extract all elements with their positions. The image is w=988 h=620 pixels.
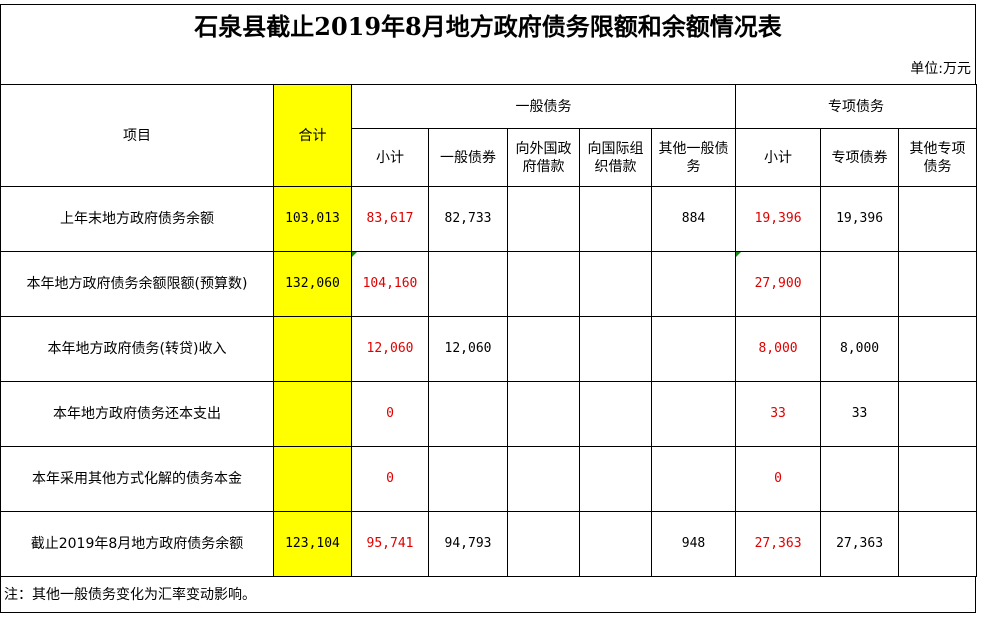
- header-sp-bonds[interactable]: 专项债券: [820, 128, 900, 187]
- cell-sp-subtotal[interactable]: 33: [735, 381, 822, 447]
- header-general-group[interactable]: 一般债务: [350, 84, 737, 129]
- cell-gen-foreign-gov[interactable]: [507, 251, 580, 317]
- header-sp-other[interactable]: 其他专项债务: [898, 128, 978, 187]
- footnote[interactable]: 注：其他一般债务变化为汇率变动影响。: [0, 577, 976, 613]
- cell-gen-subtotal[interactable]: 0: [351, 446, 429, 512]
- table-row: 本年采用其他方式化解的债务本金 0 0: [0, 446, 978, 512]
- header-gen-other[interactable]: 其他一般债务: [650, 128, 737, 187]
- cell-gen-intl-org[interactable]: [579, 446, 652, 512]
- header-total[interactable]: 合计: [273, 84, 352, 187]
- cell-gen-intl-org[interactable]: [579, 186, 652, 252]
- cell-gen-other[interactable]: [650, 251, 737, 317]
- cell-sp-other[interactable]: [898, 381, 978, 447]
- table-row: 截止2019年8月地方政府债务余额 123,104 95,741 94,793 …: [0, 511, 978, 577]
- header-special-group[interactable]: 专项债务: [735, 84, 978, 129]
- header-item[interactable]: 项目: [0, 84, 274, 187]
- cell-gen-subtotal[interactable]: 95,741: [351, 511, 429, 577]
- header-gen-intl-org[interactable]: 向国际组织借款: [579, 128, 652, 187]
- cell-sp-other[interactable]: [898, 511, 978, 577]
- cell-total[interactable]: [273, 446, 352, 512]
- unit-row: 单位:万元: [0, 48, 976, 84]
- cell-gen-foreign-gov[interactable]: [507, 446, 580, 512]
- cell-sp-other[interactable]: [898, 186, 978, 252]
- row-label[interactable]: 上年末地方政府债务余额: [0, 186, 274, 252]
- cell-total[interactable]: [273, 316, 352, 382]
- cell-sp-bonds[interactable]: 8,000: [820, 316, 900, 382]
- row-label[interactable]: 本年采用其他方式化解的债务本金: [0, 446, 274, 512]
- row-label[interactable]: 本年地方政府债务还本支出: [0, 381, 274, 447]
- row-label[interactable]: 截止2019年8月地方政府债务余额: [0, 511, 274, 577]
- cell-gen-bonds[interactable]: [428, 381, 508, 447]
- cell-gen-subtotal[interactable]: 0: [351, 381, 429, 447]
- cell-total[interactable]: 103,013: [273, 186, 352, 252]
- cell-sp-subtotal[interactable]: 0: [735, 446, 822, 512]
- cell-gen-bonds[interactable]: 82,733: [428, 186, 508, 252]
- cell-sp-bonds[interactable]: 19,396: [820, 186, 900, 252]
- row-label[interactable]: 本年地方政府债务余额限额(预算数): [0, 251, 274, 317]
- header-gen-subtotal[interactable]: 小计: [351, 128, 429, 187]
- cell-gen-subtotal[interactable]: 104,160: [351, 251, 429, 317]
- cell-gen-intl-org[interactable]: [579, 381, 652, 447]
- cell-sp-bonds[interactable]: 33: [820, 381, 900, 447]
- cell-total[interactable]: [273, 381, 352, 447]
- cell-sp-subtotal[interactable]: 8,000: [735, 316, 822, 382]
- cell-sp-subtotal[interactable]: 27,363: [735, 511, 822, 577]
- cell-gen-bonds[interactable]: 94,793: [428, 511, 508, 577]
- cell-gen-other[interactable]: [650, 381, 737, 447]
- table-row: 本年地方政府债务还本支出 0 33 33: [0, 381, 978, 447]
- unit-label: 单位:万元: [910, 61, 971, 77]
- cell-gen-other[interactable]: [650, 446, 737, 512]
- table-row: 本年地方政府债务(转贷)收入 12,060 12,060 8,000 8,000: [0, 316, 978, 382]
- cell-sp-bonds[interactable]: [820, 251, 900, 317]
- cell-gen-foreign-gov[interactable]: [507, 381, 580, 447]
- cell-sp-other[interactable]: [898, 251, 978, 317]
- cell-gen-other[interactable]: 948: [650, 511, 737, 577]
- sheet-title: 石泉县截止2019年8月地方政府债务限额和余额情况表: [0, 4, 976, 48]
- cell-sp-bonds[interactable]: 27,363: [820, 511, 900, 577]
- header-gen-foreign-gov[interactable]: 向外国政府借款: [507, 128, 580, 187]
- table-row: 上年末地方政府债务余额 103,013 83,617 82,733 884 19…: [0, 186, 978, 252]
- cell-gen-other[interactable]: [650, 316, 737, 382]
- cell-gen-bonds[interactable]: 12,060: [428, 316, 508, 382]
- cell-total[interactable]: 132,060: [273, 251, 352, 317]
- cell-gen-bonds[interactable]: [428, 251, 508, 317]
- header-gen-bonds[interactable]: 一般债券: [428, 128, 508, 187]
- cell-gen-intl-org[interactable]: [579, 251, 652, 317]
- cell-gen-foreign-gov[interactable]: [507, 316, 580, 382]
- row-label[interactable]: 本年地方政府债务(转贷)收入: [0, 316, 274, 382]
- cell-sp-subtotal[interactable]: 27,900: [735, 251, 822, 317]
- cell-gen-subtotal[interactable]: 12,060: [351, 316, 429, 382]
- cell-sp-other[interactable]: [898, 316, 978, 382]
- cell-gen-intl-org[interactable]: [579, 316, 652, 382]
- cell-gen-foreign-gov[interactable]: [507, 511, 580, 577]
- cell-sp-other[interactable]: [898, 446, 978, 512]
- cell-gen-foreign-gov[interactable]: [507, 186, 580, 252]
- debt-table: 项目 合计 一般债务 专项债务 小计 一般债券 向外国政府借款 向国际组织借款 …: [0, 84, 978, 577]
- cell-gen-other[interactable]: 884: [650, 186, 737, 252]
- header-sp-subtotal[interactable]: 小计: [735, 128, 822, 187]
- cell-total[interactable]: 123,104: [273, 511, 352, 577]
- cell-sp-subtotal[interactable]: 19,396: [735, 186, 822, 252]
- table-row: 本年地方政府债务余额限额(预算数) 132,060 104,160 27,900: [0, 251, 978, 317]
- cell-gen-intl-org[interactable]: [579, 511, 652, 577]
- cell-gen-subtotal[interactable]: 83,617: [351, 186, 429, 252]
- cell-sp-bonds[interactable]: [820, 446, 900, 512]
- cell-gen-bonds[interactable]: [428, 446, 508, 512]
